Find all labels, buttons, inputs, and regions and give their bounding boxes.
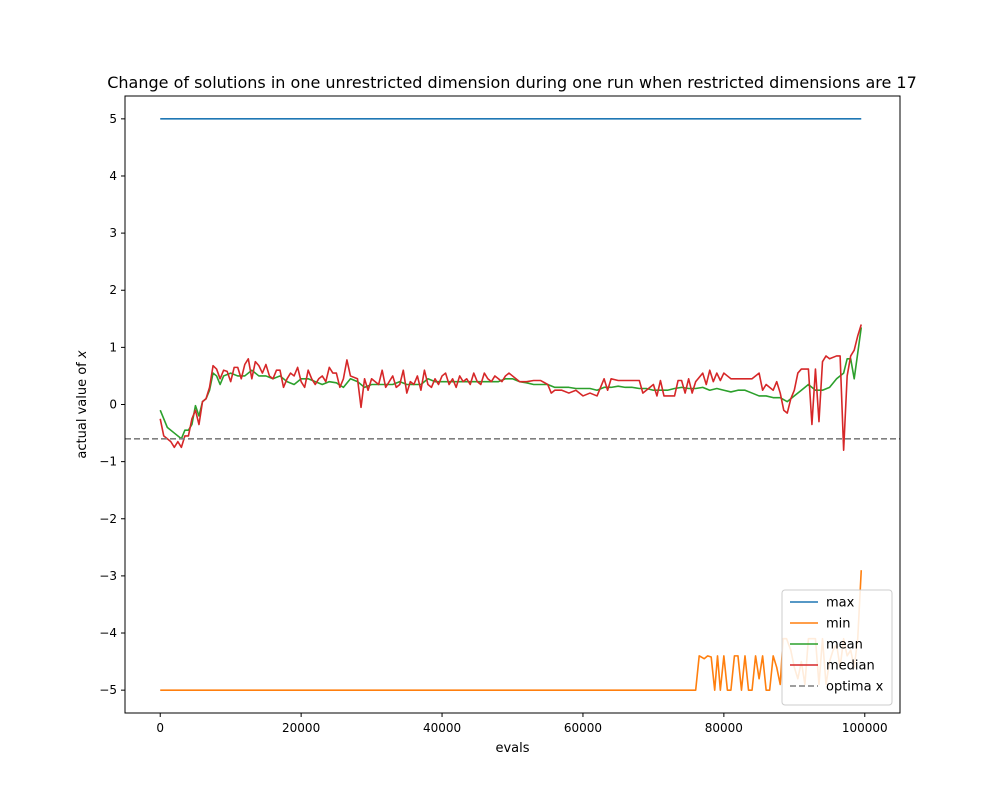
legend-label: min [826, 617, 851, 632]
y-tick-label: 5 [109, 112, 117, 126]
legend: max min mean median optima x [781, 589, 893, 706]
legend-label: mean [826, 638, 863, 653]
chart-title: Change of solutions in one unrestricted … [107, 73, 917, 92]
y-tick-label: −4 [99, 626, 117, 640]
y-axis-label: actual value of x [75, 350, 90, 458]
series-line-median [159, 324, 863, 451]
x-tick-label: 100000 [842, 721, 888, 735]
y-tick-label: 2 [109, 283, 117, 297]
x-tick-label: 80000 [705, 721, 743, 735]
y-tick-label: 4 [109, 169, 117, 183]
y-tick-label: 1 [109, 340, 117, 354]
y-tick-label: −1 [99, 455, 117, 469]
y-axis-ticks: −5 −4 −3 −2 −1 0 1 2 3 4 5 [99, 112, 125, 697]
x-tick-label: 60000 [564, 721, 602, 735]
y-tick-label: 3 [109, 226, 117, 240]
y-tick-label: −2 [99, 512, 117, 526]
y-tick-label: 0 [109, 398, 117, 412]
x-tick-label: 0 [156, 721, 164, 735]
x-axis-ticks: 0 20000 40000 60000 80000 100000 [156, 713, 888, 735]
legend-box [781, 589, 893, 706]
x-axis-label: evals [495, 741, 529, 756]
series-layer [125, 118, 900, 691]
legend-label: optima x [826, 680, 884, 695]
series-line-mean [159, 327, 863, 440]
y-tick-label: −3 [99, 569, 117, 583]
legend-label: max [826, 596, 855, 611]
x-tick-label: 20000 [282, 721, 320, 735]
x-tick-label: 40000 [423, 721, 461, 735]
legend-label: median [826, 659, 875, 674]
y-tick-label: −5 [99, 683, 117, 697]
